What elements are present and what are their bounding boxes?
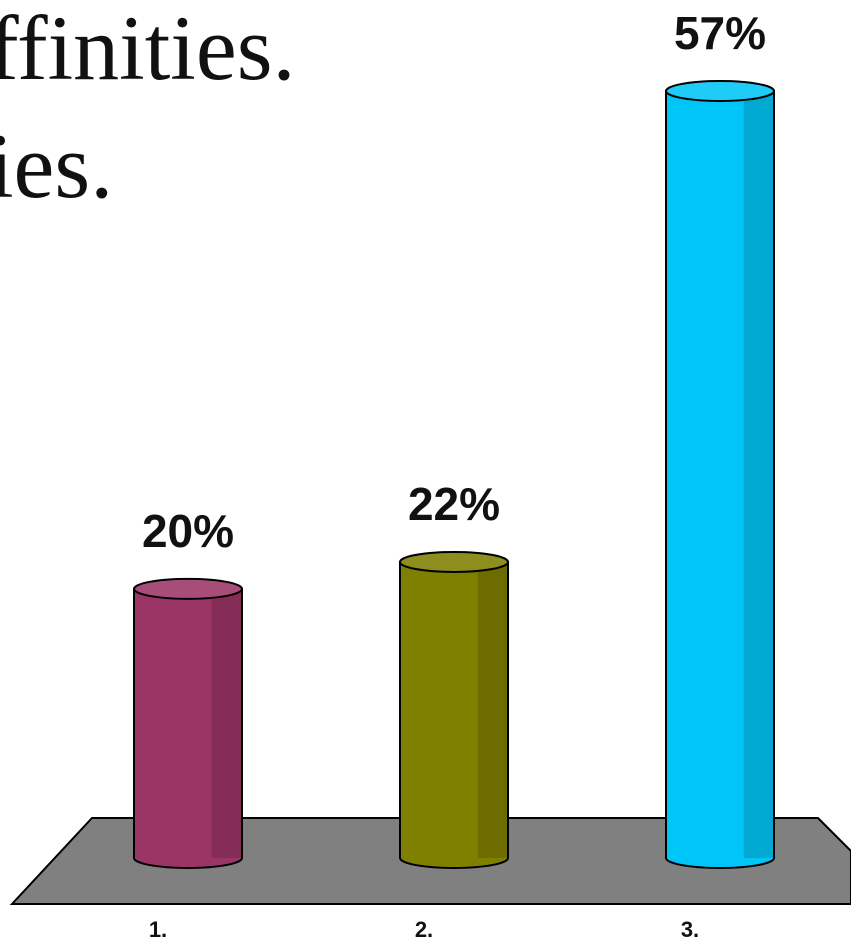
slide-text-line-2: ies. (0, 115, 114, 217)
bar-3-top (665, 80, 775, 102)
data-label-3: 57% (674, 7, 766, 59)
data-label-1: 20% (142, 505, 234, 557)
bar-1-shading (211, 588, 241, 858)
bar-2-shading (477, 561, 507, 858)
bar-2-top (399, 550, 509, 573)
x-tick-label-3: 3. (681, 917, 699, 942)
x-tick-label-2: 2. (415, 917, 433, 942)
bar-1-top (133, 577, 243, 600)
slide-text-line-1: ffinities. (0, 0, 296, 99)
x-tick-label-1: 1. (149, 917, 167, 942)
data-label-2: 22% (408, 478, 500, 530)
bar-3-shading (743, 91, 773, 858)
